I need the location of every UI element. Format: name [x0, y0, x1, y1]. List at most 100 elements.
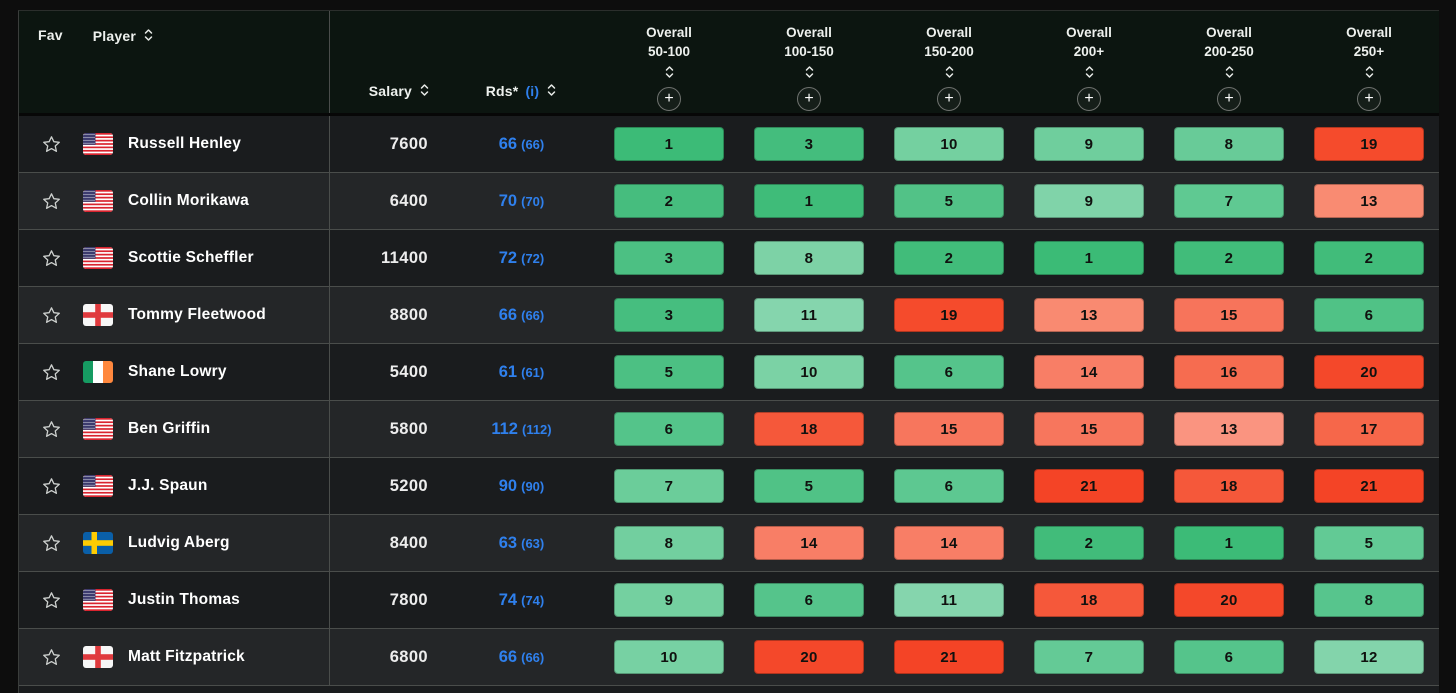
rank-cell: 15 [1159, 287, 1299, 343]
player-cell: Shane Lowry [83, 344, 329, 400]
favorite-star-icon[interactable] [41, 362, 62, 383]
add-column-button[interactable]: + [1217, 87, 1241, 111]
overall-column-header-100-150: Overall 100-150 + [739, 11, 879, 113]
rank-chip: 7 [1174, 184, 1284, 218]
rank-chip: 2 [1034, 526, 1144, 560]
sort-icon[interactable] [1224, 64, 1235, 81]
flag-usa-icon [83, 190, 113, 212]
favorite-star-icon[interactable] [41, 476, 62, 497]
rounds-cell[interactable]: 66 (66) [444, 116, 599, 172]
add-column-button[interactable]: + [797, 87, 821, 111]
rds-paren: (66) [521, 649, 545, 665]
overall-column-header-150-200: Overall 150-200 + [879, 11, 1019, 113]
sort-icon[interactable] [143, 27, 154, 44]
rank-chip: 18 [1034, 583, 1144, 617]
sort-icon[interactable] [419, 82, 430, 99]
sort-icon[interactable] [664, 64, 675, 81]
rank-cell: 5 [599, 344, 739, 400]
sort-icon[interactable] [944, 64, 955, 81]
rank-chip: 1 [1034, 241, 1144, 275]
salary-column-header[interactable]: Salary [329, 11, 444, 113]
player-name: Russell Henley [128, 135, 242, 152]
salary-value: 7800 [329, 572, 444, 628]
info-icon[interactable]: (i) [525, 83, 540, 99]
table-header: Fav Player Salary Rds* (i) [19, 11, 1439, 116]
rank-cell: 21 [1299, 458, 1439, 514]
rank-chip: 13 [1034, 298, 1144, 332]
rank-chip: 15 [1174, 298, 1284, 332]
favorite-star-icon[interactable] [41, 590, 62, 611]
rounds-cell[interactable]: 63 (63) [444, 515, 599, 571]
rank-cell: 13 [1019, 287, 1159, 343]
rounds-cell[interactable]: 61 (61) [444, 344, 599, 400]
rank-cell: 14 [879, 515, 1019, 571]
rank-cell: 18 [739, 401, 879, 457]
rank-chip: 3 [754, 127, 864, 161]
rank-chip: 21 [1034, 469, 1144, 503]
rds-value: 63 [498, 533, 518, 552]
rank-chip: 14 [754, 526, 864, 560]
favorite-star-icon[interactable] [41, 305, 62, 326]
add-column-button[interactable]: + [1357, 87, 1381, 111]
rank-cells: 7 5 6 21 18 21 [599, 458, 1439, 514]
rank-chip: 21 [1314, 469, 1424, 503]
table-row: J.J. Spaun 5200 90 (90) 7 5 6 21 18 21 [19, 458, 1439, 515]
flag-usa-icon [83, 475, 113, 497]
rank-cell: 6 [739, 572, 879, 628]
overall-column-header-200plus: Overall 200+ + [1019, 11, 1159, 113]
rounds-cell[interactable]: 70 (70) [444, 173, 599, 229]
rank-cell: 19 [879, 287, 1019, 343]
rank-chip: 8 [754, 241, 864, 275]
rounds-cell[interactable]: 72 (72) [444, 230, 599, 286]
rounds-cell[interactable]: 66 (66) [444, 629, 599, 685]
rounds-cell[interactable]: 90 (90) [444, 458, 599, 514]
player-column-header[interactable]: Player [93, 27, 154, 44]
rounds-column-header[interactable]: Rds* (i) [444, 11, 599, 113]
sort-icon[interactable] [804, 64, 815, 81]
favorite-star-icon[interactable] [41, 191, 62, 212]
rank-cell: 6 [879, 458, 1019, 514]
rds-paren: (112) [521, 421, 552, 437]
rank-cell: 6 [599, 401, 739, 457]
rank-cell: 9 [1019, 173, 1159, 229]
rds-paren: (72) [521, 250, 545, 266]
favorite-star-icon[interactable] [41, 533, 62, 554]
add-column-button[interactable]: + [937, 87, 961, 111]
rank-chip: 3 [614, 298, 724, 332]
salary-value: 6400 [329, 173, 444, 229]
favorite-star-icon[interactable] [41, 419, 62, 440]
flag-usa-icon [83, 247, 113, 269]
rounds-cell[interactable]: 112 (112) [444, 401, 599, 457]
flag-england-icon [83, 646, 113, 668]
rank-chip: 20 [754, 640, 864, 674]
add-column-button[interactable]: + [1077, 87, 1101, 111]
favorite-star-icon[interactable] [41, 647, 62, 668]
sort-icon[interactable] [1364, 64, 1375, 81]
favorite-star-icon[interactable] [41, 134, 62, 155]
rank-cell: 8 [1159, 116, 1299, 172]
rank-chip: 10 [614, 640, 724, 674]
rank-chip: 15 [1034, 412, 1144, 446]
add-column-button[interactable]: + [657, 87, 681, 111]
rank-chip: 8 [1174, 127, 1284, 161]
rank-cell: 8 [1299, 572, 1439, 628]
rank-chip: 2 [894, 241, 1004, 275]
rds-value: 61 [498, 362, 518, 381]
player-stats-table: Fav Player Salary Rds* (i) [18, 10, 1439, 693]
table-row: Russell Henley 7600 66 (66) 1 3 10 9 8 19 [19, 116, 1439, 173]
favorite-star-icon[interactable] [41, 248, 62, 269]
rds-value: 66 [498, 647, 518, 666]
salary-value: 11400 [329, 230, 444, 286]
rank-cell: 1 [1019, 230, 1159, 286]
player-name: Scottie Scheffler [128, 249, 254, 266]
player-cell: Russell Henley [83, 116, 329, 172]
rank-cell: 21 [879, 629, 1019, 685]
rounds-cell[interactable]: 66 (66) [444, 287, 599, 343]
rounds-cell[interactable]: 74 (74) [444, 572, 599, 628]
fav-column-header: Fav [38, 27, 63, 43]
overall-column-header-200-250: Overall 200-250 + [1159, 11, 1299, 113]
sort-icon[interactable] [546, 82, 557, 99]
rank-chip: 6 [894, 469, 1004, 503]
sort-icon[interactable] [1084, 64, 1095, 81]
